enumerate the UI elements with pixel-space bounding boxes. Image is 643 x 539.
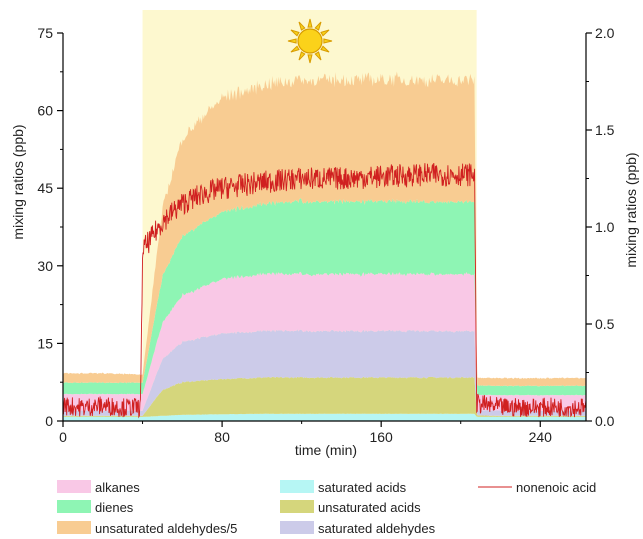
y-left-tick-label: 30 [37,258,53,274]
sun-ray [314,51,322,61]
sun-ray [307,54,313,64]
legend-swatch [57,521,91,534]
sun-ray [314,21,322,31]
area-unsaturated-acids [63,376,586,417]
legend-swatch [280,500,314,513]
legend-label: unsaturated acids [318,500,421,515]
legend-swatch [57,480,91,493]
sun-ray [287,38,297,44]
area-alkanes [63,271,586,411]
legend: alkanes dienes unsaturated aldehydes/5 satu… [57,480,596,536]
area-saturated-aldehydes [63,329,586,416]
x-tick-label: 240 [529,429,553,445]
sun-ray [323,38,333,44]
x-axis-label: time (min) [295,442,357,458]
sun-ray [298,51,306,61]
sun-ray [320,45,330,53]
legend-swatch [57,500,91,513]
y-axis-right-label: mixing ratios (ppb) [623,152,639,267]
y-right-tick-label: 2.0 [595,25,615,41]
y-left-tick-label: 15 [37,335,53,351]
area-unsaturated-aldehydes- [63,71,586,387]
legend-swatch [280,521,314,534]
sun-ray [307,18,313,28]
y-left-tick-label: 75 [37,25,53,41]
line-nonenoic-acid [62,162,587,419]
area-dienes [63,198,586,396]
y-right-tick-label: 0.0 [595,413,615,429]
axes: 0 15 30 45 60 75 0.0 0.5 1.0 1.5 2.0 0 80 160 240 [37,25,614,445]
y-left-tick-label: 60 [37,103,53,119]
legend-label: dienes [95,500,134,515]
y-right-tick-label: 1.0 [595,219,615,235]
legend-label: saturated acids [318,480,407,495]
legend-label: unsaturated aldehydes/5 [95,521,237,536]
line-series [62,162,587,419]
legend-swatch [280,480,314,493]
stacked-areas [63,71,586,421]
sun-disc [297,28,323,54]
sun-ray [290,45,300,53]
legend-label: nonenoic acid [516,480,596,495]
legend-label: saturated aldehydes [318,521,436,536]
y-right-tick-label: 0.5 [595,316,615,332]
x-tick-label: 80 [214,429,230,445]
y-left-tick-label: 45 [37,180,53,196]
area-saturated-acids [63,413,586,421]
x-tick-label: 160 [369,429,393,445]
legend-label: alkanes [95,480,140,495]
sun-icon [287,18,333,64]
y-left-tick-label: 0 [45,413,53,429]
sun-ray [298,21,306,31]
x-tick-label: 0 [59,429,67,445]
y-right-tick-label: 1.5 [595,122,615,138]
sun-ray [320,29,330,37]
sun-ray [290,29,300,37]
y-axis-left-label: mixing ratios (ppb) [10,124,26,239]
